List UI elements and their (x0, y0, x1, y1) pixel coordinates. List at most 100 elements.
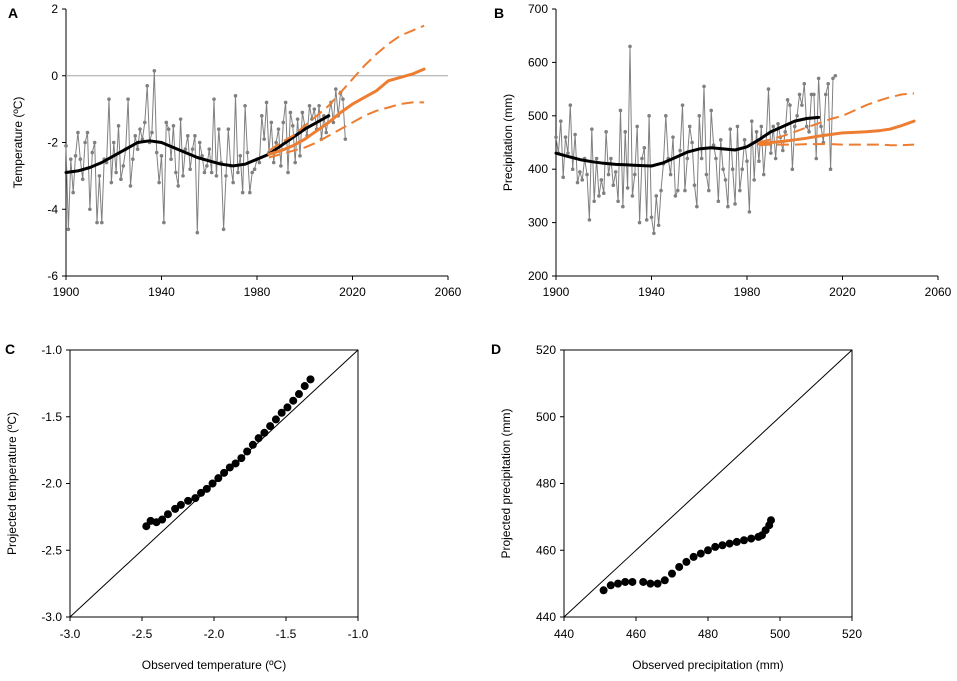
panel-b-series-observed-annual-point (647, 114, 651, 118)
panel-c: C -3.0 -2.5 -2.0 -1.5 -1.0 -3.0 -2.5 -2.0 -1.5 -1.… (5, 341, 369, 672)
panel-b-series-projected-median (757, 119, 916, 146)
panel-a-series-observed-annual-point (300, 110, 305, 115)
panel-a-series-observed-annual-point (281, 120, 286, 125)
panel-a-series-observed-annual-point (171, 124, 176, 128)
panel-a-series-observed-annual-point (274, 140, 278, 145)
panel-b-series-observed-annual-point (747, 210, 752, 214)
panel-a-series-observed-annual-point (238, 154, 243, 158)
panel-a-series-observed-annual-point (295, 117, 300, 121)
panel-a-y-axis-title: Temperature (ºC) (11, 97, 25, 189)
panel-b-series-observed-annual-point (652, 231, 656, 236)
panel-c-point (283, 403, 292, 412)
panel-b-x-tick-label: 2020 (829, 285, 856, 299)
panel-a-series-observed-annual-point (131, 157, 135, 161)
panel-d-x-tick-label: 500 (770, 627, 790, 641)
panel-b-series-observed-annual-point (630, 194, 635, 198)
panel-b-y-tick-label: 300 (528, 216, 548, 230)
panel-a-series-observed-annual-point (166, 127, 171, 131)
panel-a-series-observed-annual-point (162, 220, 166, 225)
panel-c-point (184, 496, 193, 505)
panel-b-series-observed-annual-point (795, 114, 799, 118)
panel-a-series-observed-annual-point (283, 100, 288, 105)
panel-d-y-tick-label: 500 (536, 410, 556, 424)
panel-a-series-observed-annual-point (209, 170, 214, 175)
panel-d-point (653, 579, 662, 588)
panel-b-y-tick-label: 400 (528, 162, 548, 176)
panel-b-series-observed-annual-point (707, 188, 711, 193)
panel-b-series-observed-annual-point (773, 156, 778, 161)
panel-b-series-projected-lower (758, 143, 915, 147)
panel-a-series-observed-annual-point (207, 147, 212, 151)
panel-a-series-observed-annual-point (276, 127, 281, 131)
panel-b-series-observed-annual-point (807, 130, 811, 134)
panel-d-point (628, 577, 637, 586)
panel-a-series-observed-annual-point (121, 164, 126, 168)
panel-b-series-observed-annual-point (568, 103, 573, 107)
panel-a-series-observed-annual-point (245, 150, 250, 155)
panel-a-series-observed-annual-point (154, 150, 159, 155)
panel-a-series-observed-annual-point (183, 147, 188, 151)
panel-a-series-projected-upper (268, 24, 425, 152)
panel-a-series-observed-annual-point (64, 144, 68, 148)
panel-d-identity-line (563, 349, 853, 618)
panel-b-x-tick-label: 1900 (543, 285, 570, 299)
panel-a-series-observed-annual-point (224, 174, 228, 178)
panel-b-series-observed-annual-point (726, 204, 730, 209)
panel-a-y-tick-label: -2 (47, 136, 58, 150)
panel-b-series-observed-annual-point (585, 172, 589, 177)
panel-b-series-observed-annual-point (816, 76, 821, 81)
panel-a-series-observed-annual-point (252, 167, 257, 171)
panel-a-series-observed-annual-point (341, 97, 345, 101)
panel-b-x-tick-label: 2060 (925, 285, 952, 299)
panel-b-y-axis-title: Precipitation (mm) (501, 94, 515, 191)
panel-a-series-observed-annual-point (150, 130, 154, 135)
panel-b-series-observed-annual-point (642, 146, 647, 150)
panel-b-series-observed-annual-point (594, 156, 599, 161)
panel-b-series-observed-annual-point (704, 172, 709, 177)
panel-c-point (306, 375, 315, 384)
panel-b-series-observed-annual-point (788, 103, 792, 107)
panel-b-series-observed-annual-point (792, 124, 797, 129)
panel-a-series-observed-annual-point (236, 170, 240, 175)
panel-b-series-observed-annual-point (587, 218, 592, 222)
panel-b-series-observed-annual-point (752, 178, 756, 182)
panel-c-y-tick-label: -1.0 (41, 343, 62, 357)
panel-b-y-tick-label: 700 (528, 2, 548, 16)
panel-b-series-observed-annual-point (823, 92, 828, 97)
panel-a-x-tick-label: 1980 (244, 285, 271, 299)
panel-b-series-observed-annual-point (785, 97, 790, 102)
panel-a-series-observed-annual-point (128, 184, 133, 188)
panel-b-series-observed-annual-point (831, 76, 835, 81)
panel-c-point (254, 434, 263, 443)
panel-a-series-observed-annual-point (259, 114, 264, 118)
panel-a-series-observed-annual-point (138, 127, 142, 131)
panel-c-x-tick-label: -2.0 (204, 627, 225, 641)
panel-b-series-observed-annual-point (616, 199, 620, 204)
panel-b-series-observed-annual-point (644, 218, 649, 222)
panel-d-point (660, 576, 669, 585)
panel-a-series-observed-annual-point (71, 190, 75, 195)
panel-b-series-observed-annual-point (781, 148, 785, 153)
panel-b-series-observed-annual-point (721, 167, 725, 171)
panel-a-series-observed-annual-point (78, 157, 83, 161)
panel-a-series-observed-annual-point (243, 103, 247, 108)
panel-d-point (614, 579, 622, 588)
panel-b-series-observed-annual-point (742, 138, 747, 142)
panel-b-series-observed-annual-point (690, 140, 694, 145)
panel-b-series-observed-annual-point (601, 191, 606, 196)
panel-b-series-observed-annual-point (613, 170, 618, 174)
panel-b-series-observed-annual-point (745, 159, 749, 163)
panel-a-series-observed-annual-point (73, 154, 78, 158)
panel-a-series-observed-annual-point (174, 170, 178, 175)
panel-a-series-observed-smoothed (64, 114, 331, 174)
panel-d: D 440 460 480 500 520 440 460 480 500 520 Observed … (491, 341, 862, 672)
panel-a-series-observed-annual-point (119, 177, 123, 182)
panel-a-series-observed-annual-point (233, 93, 238, 98)
panel-b-series-observed-annual-point (833, 73, 838, 78)
panel-b-series-observed-annual-point (683, 188, 687, 193)
panel-c-point (300, 382, 309, 391)
panel-a-series-observed-annual-point (157, 180, 161, 185)
panel-a-series-observed-annual-point (214, 174, 219, 178)
panel-a-series-observed-annual-point (193, 134, 197, 138)
panel-a-series-observed-annual-point (85, 130, 90, 135)
